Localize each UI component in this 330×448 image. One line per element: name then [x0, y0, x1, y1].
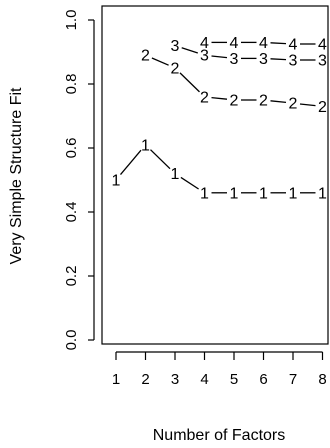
series-point-marker: 1	[230, 185, 239, 202]
x-axis-label: Number of Factors	[153, 427, 285, 444]
x-tick-label: 1	[112, 371, 120, 388]
series-2: 2 2 2 2 2 2 2	[141, 48, 327, 116]
y-tick-label: 0.8	[63, 74, 80, 95]
x-tick-label: 5	[230, 371, 238, 388]
series-point-marker: 2	[171, 61, 180, 78]
series-point-marker: 1	[171, 166, 180, 183]
series-point-marker: 3	[318, 53, 327, 70]
series-segment	[299, 103, 316, 107]
series-point-marker: 4	[259, 35, 268, 52]
series-4: 4 4 4 4 4	[200, 35, 327, 54]
y-tick-label: 0.6	[63, 138, 80, 159]
series-point-marker: 3	[259, 51, 268, 68]
series-segment	[180, 176, 199, 190]
series-point-marker: 1	[141, 137, 150, 154]
series-segment	[211, 96, 228, 100]
x-axis: 1 2 3 4 5 6 7 8	[112, 351, 327, 388]
series-segment	[270, 42, 287, 45]
series-point-marker: 4	[230, 35, 239, 52]
series-segment	[120, 149, 142, 176]
series-point-marker: 1	[318, 185, 327, 202]
series-segment	[151, 57, 169, 66]
series-segment	[150, 149, 171, 170]
series-point-marker: 1	[289, 185, 298, 202]
series-point-marker: 3	[230, 51, 239, 68]
series-point-marker: 2	[200, 89, 209, 106]
series-point-marker: 1	[112, 173, 121, 190]
series-3: 3 3 3 3 3 3	[171, 38, 328, 69]
series-point-marker: 4	[289, 37, 298, 54]
series-point-marker: 2	[289, 96, 298, 113]
series-point-marker: 4	[200, 35, 209, 52]
series-segment	[179, 72, 200, 93]
series-point-marker: 2	[318, 99, 327, 116]
series-segment	[270, 100, 287, 104]
series-segment	[181, 47, 198, 54]
y-axis-label: Very Simple Structure Fit	[8, 87, 25, 265]
y-tick-label: 0.0	[63, 330, 80, 351]
y-tick-label: 0.2	[63, 266, 80, 287]
series-point-marker: 3	[171, 38, 180, 55]
series-point-marker: 1	[200, 185, 209, 202]
series-point-marker: 2	[141, 48, 150, 65]
x-tick-label: 7	[289, 371, 297, 388]
series-point-marker: 4	[318, 37, 327, 54]
series-segment	[211, 55, 228, 59]
x-tick-label: 3	[171, 371, 179, 388]
series-point-marker: 1	[259, 185, 268, 202]
series-point-marker: 3	[289, 53, 298, 70]
x-tick-label: 2	[141, 371, 149, 388]
series-point-marker: 3	[200, 48, 209, 65]
x-tick-label: 8	[318, 371, 326, 388]
series-point-marker: 2	[259, 93, 268, 110]
plot-frame	[101, 5, 329, 345]
y-tick-label: 0.4	[63, 202, 80, 223]
x-tick-label: 4	[200, 371, 208, 388]
y-axis: 0.0 0.2 0.4 0.6 0.8 1.0	[63, 10, 95, 351]
series-segment	[270, 58, 287, 61]
x-tick-label: 6	[259, 371, 267, 388]
series-point-marker: 2	[230, 93, 239, 110]
y-tick-label: 1.0	[63, 10, 80, 31]
series-1: 1 1 1 1 1 1 1 1	[112, 137, 328, 202]
